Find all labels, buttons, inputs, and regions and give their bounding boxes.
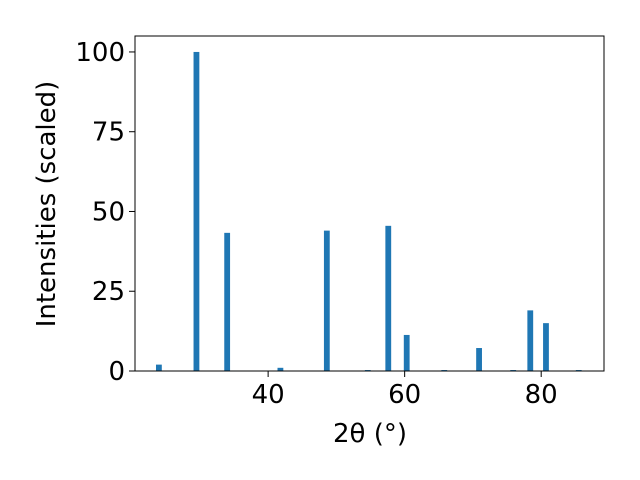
y-tick-label: 75 <box>92 118 125 148</box>
y-axis-label: Intensities (scaled) <box>32 81 62 328</box>
x-tick-label: 80 <box>525 380 558 410</box>
bar <box>323 230 330 371</box>
bar <box>155 364 162 371</box>
plot-frame <box>134 35 605 372</box>
bar <box>403 334 410 371</box>
bar <box>224 232 231 371</box>
bar <box>543 323 549 371</box>
bar <box>476 348 482 371</box>
bar <box>385 225 392 371</box>
bar <box>527 310 534 371</box>
x-tick-label: 40 <box>252 380 285 410</box>
bar <box>277 367 284 371</box>
y-tick-label: 0 <box>108 357 125 387</box>
y-tick-label: 25 <box>92 277 125 307</box>
bar <box>193 51 200 371</box>
y-tick-label: 50 <box>92 197 125 227</box>
y-tick-label: 100 <box>75 38 125 68</box>
x-axis-label: 2θ (°) <box>333 419 407 449</box>
x-tick-label: 60 <box>388 380 421 410</box>
